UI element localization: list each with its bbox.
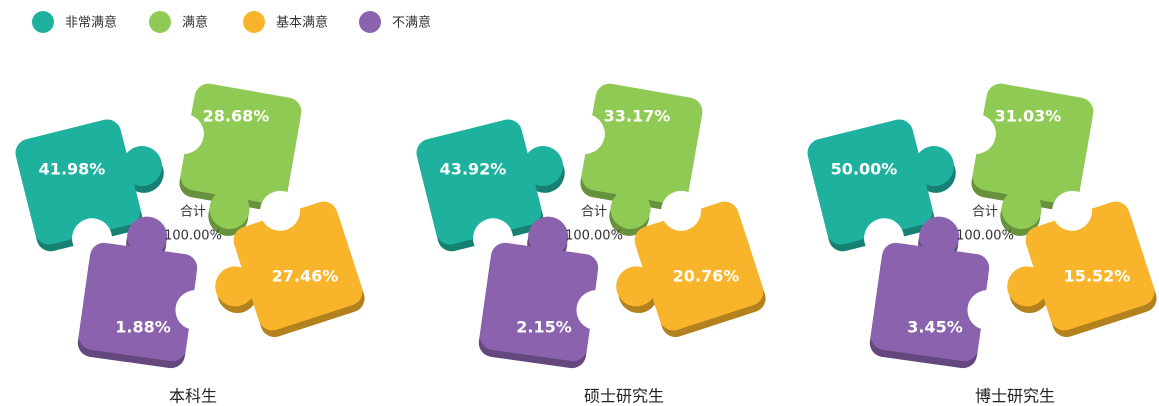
value-label: 15.52% (1064, 267, 1131, 286)
value-label: 43.92% (440, 160, 507, 179)
value-label: 28.68% (203, 107, 270, 126)
legend-swatch (32, 11, 54, 33)
total-name: 合计 (581, 205, 607, 220)
value-label: 1.88% (115, 318, 171, 337)
legend-swatch (243, 11, 265, 33)
chart: 非常满意 满意 基本满意 不满意 41.98% 28.68% 27.46% 1.88% 合计 10… (0, 0, 1159, 406)
panel-title: 博士研究生 (975, 387, 1055, 406)
value-label: 2.15% (516, 318, 572, 337)
legend-swatch (359, 11, 381, 33)
value-label: 50.00% (831, 160, 898, 179)
legend-swatch (149, 11, 171, 33)
panel-title: 硕士研究生 (584, 387, 664, 406)
legend-label: 不满意 (392, 15, 431, 31)
panel-title: 本科生 (169, 387, 217, 406)
value-label: 20.76% (673, 267, 740, 286)
total-value: 100.00% (956, 229, 1014, 244)
value-label: 31.03% (995, 107, 1062, 126)
value-label: 3.45% (907, 318, 963, 337)
total-name: 合计 (972, 205, 998, 220)
legend-label: 基本满意 (276, 15, 328, 31)
value-label: 33.17% (604, 107, 671, 126)
total-value: 100.00% (565, 229, 623, 244)
value-label: 41.98% (39, 160, 106, 179)
legend-label: 非常满意 (65, 15, 117, 31)
legend-label: 满意 (182, 15, 208, 31)
total-value: 100.00% (164, 229, 222, 244)
value-label: 27.46% (272, 267, 339, 286)
total-name: 合计 (180, 205, 206, 220)
